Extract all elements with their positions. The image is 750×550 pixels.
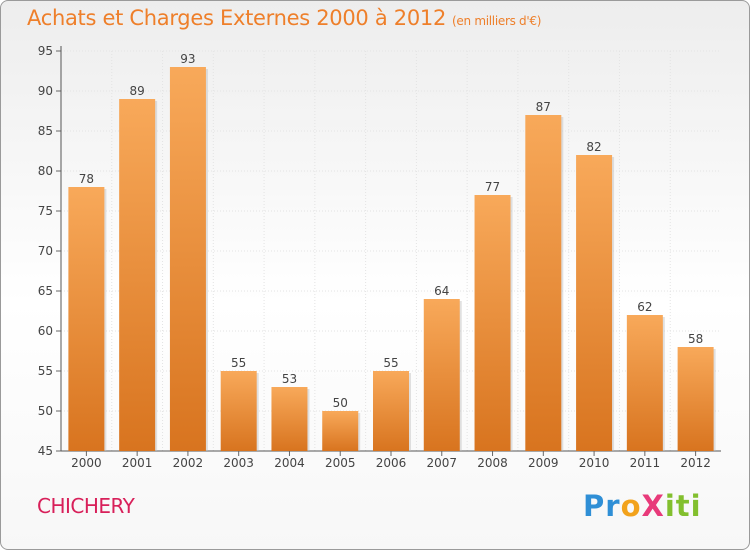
y-tick-label: 75 (38, 204, 53, 218)
x-tick-label-2000: 2000 (71, 456, 102, 470)
data-label-2002: 93 (180, 52, 195, 66)
y-tick-label: 90 (38, 84, 53, 98)
y-tick-label: 50 (38, 404, 53, 418)
data-label-2000: 78 (79, 172, 94, 186)
y-tick-label: 80 (38, 164, 53, 178)
bars (68, 67, 716, 451)
x-tick-label-2003: 2003 (223, 456, 254, 470)
data-label-2004: 53 (282, 372, 297, 386)
bar-2004 (271, 387, 308, 451)
town-name: CHICHERY (37, 494, 135, 518)
bar-2008 (474, 195, 511, 451)
y-tick-label: 65 (38, 284, 53, 298)
y-tick-label: 95 (38, 44, 53, 58)
x-tick-label-2005: 2005 (325, 456, 356, 470)
data-label-2011: 62 (637, 300, 652, 314)
bar-2003 (220, 371, 257, 451)
bar-2010 (576, 155, 613, 451)
labels: 78 2000 89 2001 93 2002 55 2003 53 2004 50 2005 55 20… (71, 52, 711, 470)
y-tick-label: 70 (38, 244, 53, 258)
x-tick-label-2010: 2010 (579, 456, 610, 470)
x-tick-label-2006: 2006 (376, 456, 407, 470)
y-tick-label: 85 (38, 124, 53, 138)
bar-2001 (119, 99, 156, 451)
bar-2000 (68, 187, 105, 451)
data-label-2007: 64 (434, 284, 449, 298)
bar-2012 (677, 347, 714, 451)
data-label-2003: 55 (231, 356, 246, 370)
data-label-2001: 89 (130, 84, 145, 98)
bar-2002 (169, 67, 206, 451)
data-label-2012: 58 (688, 332, 703, 346)
chart-title-text: Achats et Charges Externes 2000 à 2012 (27, 6, 447, 30)
y-tick-label: 60 (38, 324, 53, 338)
data-label-2008: 77 (485, 180, 500, 194)
data-label-2009: 87 (536, 100, 551, 114)
bar-2009 (525, 115, 562, 451)
chart-subtitle: (en milliers d'€) (452, 14, 542, 28)
x-tick-label-2008: 2008 (477, 456, 508, 470)
x-tick-label-2001: 2001 (122, 456, 153, 470)
x-tick-label-2012: 2012 (680, 456, 711, 470)
x-tick-label-2004: 2004 (274, 456, 305, 470)
data-label-2010: 82 (586, 140, 601, 154)
bar-2005 (322, 411, 359, 451)
proxiti-logo: ProXiti (583, 489, 702, 523)
bar-2006 (373, 371, 409, 451)
x-tick-label-2011: 2011 (630, 456, 661, 470)
data-label-2006: 55 (383, 356, 398, 370)
bar-2007 (423, 299, 460, 451)
bar-2011 (626, 315, 663, 451)
x-tick-label-2002: 2002 (173, 456, 204, 470)
x-tick-label-2009: 2009 (528, 456, 559, 470)
y-tick-label: 55 (38, 364, 53, 378)
data-label-2005: 50 (333, 396, 348, 410)
x-tick-label-2007: 2007 (426, 456, 457, 470)
y-tick-label: 45 (38, 444, 53, 458)
chart-title: Achats et Charges Externes 2000 à 2012 (e… (27, 6, 541, 30)
